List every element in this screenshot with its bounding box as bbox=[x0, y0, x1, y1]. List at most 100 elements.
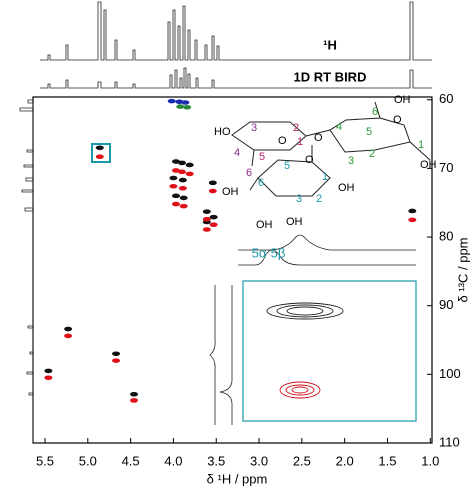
y-tick-label: 80 bbox=[439, 228, 453, 243]
peak bbox=[202, 209, 211, 214]
inset-contours bbox=[266, 302, 344, 320]
structure-label: HO bbox=[214, 126, 231, 138]
y-tick-label: 90 bbox=[439, 297, 453, 312]
structure-label: 2 bbox=[293, 122, 299, 134]
peak bbox=[95, 154, 104, 160]
peak bbox=[408, 208, 417, 214]
peak bbox=[209, 222, 218, 227]
structure-label: O bbox=[278, 135, 287, 147]
peak bbox=[175, 99, 184, 105]
peak bbox=[64, 326, 73, 332]
peak bbox=[202, 216, 211, 222]
peak bbox=[112, 358, 121, 363]
structure-label: OH bbox=[256, 219, 273, 231]
inset-label: 5β bbox=[271, 245, 286, 260]
y-tick-label: 70 bbox=[439, 160, 453, 175]
peak bbox=[185, 171, 194, 177]
peak bbox=[171, 168, 180, 173]
peak bbox=[64, 333, 73, 339]
peak bbox=[112, 351, 121, 357]
structure-label: O bbox=[393, 114, 402, 126]
x-tick-label: 5.0 bbox=[79, 453, 97, 468]
trace-label: 1D RT BIRD bbox=[294, 69, 367, 84]
peak bbox=[179, 203, 188, 209]
peak bbox=[130, 391, 139, 397]
x-tick-label: 2.0 bbox=[336, 453, 354, 468]
structure-label: 5 bbox=[259, 151, 265, 163]
y-tick-label: 110 bbox=[439, 434, 460, 449]
peak bbox=[44, 368, 53, 374]
peak bbox=[171, 193, 180, 199]
peak bbox=[169, 175, 178, 181]
structure-label: 6 bbox=[246, 167, 252, 179]
structure-label: 1 bbox=[297, 136, 303, 148]
structure-label: 4 bbox=[336, 121, 342, 133]
x-tick-label: 5.5 bbox=[36, 453, 54, 468]
y-tick-label: 60 bbox=[439, 91, 453, 106]
structure-label: 1 bbox=[322, 171, 328, 183]
peak bbox=[171, 201, 180, 207]
structure-label: OH bbox=[286, 216, 303, 228]
structure-label: 1 bbox=[418, 139, 424, 151]
structure-label: 3 bbox=[251, 122, 257, 134]
inset-label: 5α bbox=[252, 245, 267, 260]
structure-label: 6 bbox=[372, 106, 378, 118]
structure-label: OH bbox=[394, 94, 411, 106]
x-tick-label: 1.0 bbox=[421, 453, 439, 468]
structure-label: OH bbox=[420, 159, 437, 171]
peak bbox=[177, 160, 186, 166]
inset-projection bbox=[219, 285, 233, 425]
bird-trace bbox=[40, 67, 432, 89]
peak bbox=[183, 104, 192, 110]
structure-label: O bbox=[314, 132, 323, 144]
peak bbox=[185, 162, 194, 168]
inset-projection bbox=[209, 285, 216, 425]
structure-label: 5 bbox=[284, 160, 290, 172]
trace-label: ¹H bbox=[323, 37, 337, 52]
carbon-projection bbox=[19, 99, 34, 443]
x-axis-label: δ ¹H / ppm bbox=[207, 471, 268, 486]
peak bbox=[408, 217, 417, 223]
proton-trace bbox=[40, 1, 432, 61]
zoom-box bbox=[242, 280, 417, 422]
x-tick-label: 3.5 bbox=[207, 453, 225, 468]
peak bbox=[171, 159, 180, 164]
peak bbox=[209, 214, 218, 220]
peak bbox=[177, 169, 186, 175]
peak bbox=[130, 398, 139, 403]
peak bbox=[208, 180, 217, 186]
structure-label: 3 bbox=[348, 155, 354, 167]
peak bbox=[95, 145, 104, 151]
x-tick-label: 4.5 bbox=[122, 453, 140, 468]
highlight-box bbox=[91, 143, 111, 163]
peak bbox=[179, 195, 188, 201]
structure-label: 2 bbox=[369, 148, 375, 160]
structure-label: 6 bbox=[258, 177, 264, 189]
inset-contours bbox=[279, 381, 321, 399]
inset-trace bbox=[238, 234, 416, 251]
y-tick-label: 100 bbox=[439, 366, 461, 381]
structure-label: 3 bbox=[296, 193, 302, 205]
structure-label: 4 bbox=[234, 147, 240, 159]
x-tick-label: 2.5 bbox=[293, 453, 311, 468]
x-tick-label: 4.0 bbox=[164, 453, 182, 468]
peak bbox=[181, 100, 190, 105]
structure-bonds bbox=[231, 101, 431, 197]
x-tick-label: 1.5 bbox=[378, 453, 396, 468]
peak bbox=[176, 104, 185, 109]
peak bbox=[178, 177, 187, 183]
structure-label: OH bbox=[222, 186, 239, 198]
peak bbox=[208, 188, 217, 194]
peak bbox=[178, 186, 187, 191]
peak bbox=[44, 375, 53, 381]
structure-label: 5 bbox=[366, 126, 372, 138]
peak bbox=[167, 98, 176, 104]
structure-label: 2 bbox=[316, 193, 322, 205]
peak bbox=[169, 183, 178, 189]
x-tick-label: 3.0 bbox=[250, 453, 268, 468]
structure-label: OH bbox=[338, 182, 355, 194]
structure-label: O bbox=[305, 154, 314, 166]
y-axis-label: δ ¹³C / ppm bbox=[455, 237, 470, 302]
peak bbox=[202, 227, 211, 232]
